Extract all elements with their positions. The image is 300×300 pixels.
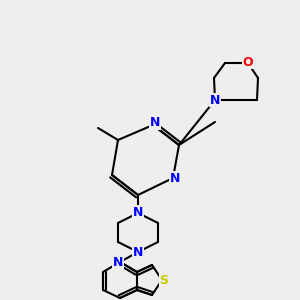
Text: O: O [243,56,253,68]
Text: N: N [133,206,143,218]
Text: N: N [150,116,160,130]
Text: N: N [210,94,220,106]
Text: N: N [170,172,180,184]
Text: N: N [133,247,143,260]
Text: N: N [113,256,123,268]
Text: S: S [160,274,169,286]
